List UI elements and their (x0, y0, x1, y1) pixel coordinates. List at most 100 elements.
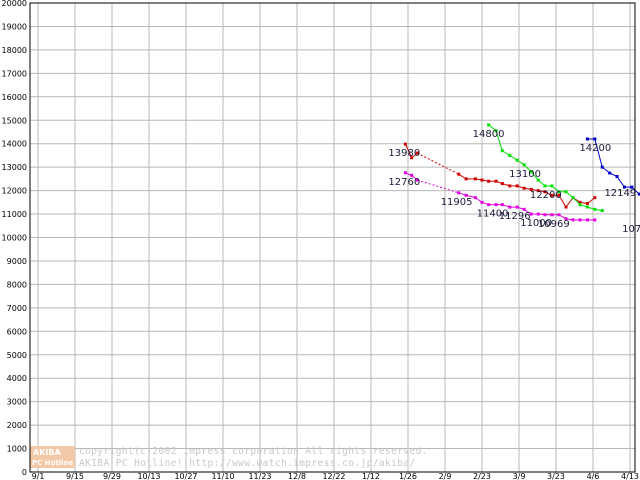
series-1-point (480, 200, 484, 204)
x-tick-label: 3/9 (513, 472, 526, 480)
series-1-point (543, 213, 547, 217)
y-tick-label: 3000 (7, 398, 27, 407)
series-3-point (630, 185, 634, 189)
series-0-point (500, 182, 504, 186)
y-tick-label: 16000 (2, 93, 27, 102)
series-2-segment (495, 130, 503, 151)
series-3-segment (616, 176, 625, 188)
series-3-point (585, 137, 589, 141)
y-axis-ticks: 0 1000 2000 3000 4000 5000 6000 7000 8000 9000 100… (2, 0, 27, 477)
series-3-point (593, 137, 597, 141)
series-2-point (522, 163, 526, 167)
series-2-point (487, 123, 491, 127)
x-axis-ticks: 9/1 9/15 9/29 10/13 10/27 11/10 11/23 12/8 12/22… (32, 472, 639, 480)
series-3-point (622, 185, 626, 189)
series-1-point (473, 196, 477, 200)
y-tick-label: 7000 (7, 304, 27, 313)
data-label: 12200 (530, 190, 562, 201)
x-tick-label: 12/8 (288, 472, 306, 480)
x-tick-label: 9/29 (103, 472, 121, 480)
series-1-point (529, 212, 533, 216)
y-tick-label: 13000 (2, 163, 27, 172)
series-0-point (550, 193, 554, 197)
x-tick-label: 11/23 (248, 472, 271, 480)
x-tick-label: 3/23 (547, 472, 565, 480)
series-3-point (600, 165, 604, 169)
grid-lines (30, 2, 635, 473)
plot-frame (29, 2, 636, 473)
x-tick-label: 12/22 (322, 472, 345, 480)
series-1-point (464, 193, 468, 197)
series-0-point (593, 196, 597, 200)
series-lines (403, 123, 640, 222)
series-1-point (508, 205, 512, 209)
series-2-point (508, 153, 512, 157)
data-label: 11905 (441, 197, 473, 208)
y-tick-label: 12000 (2, 187, 27, 196)
data-label: 11000 (520, 218, 552, 229)
series-1-point (550, 213, 554, 217)
series-0-segment (565, 197, 574, 208)
x-tick-label: 10/27 (174, 472, 197, 480)
series-2-point (571, 196, 575, 200)
series-2-point (585, 205, 589, 209)
series-1-segment (417, 179, 459, 194)
series-0-point (578, 200, 582, 204)
data-label: 11400 (477, 209, 509, 220)
series-0-point (403, 142, 407, 146)
series-2-point (600, 209, 604, 213)
y-tick-label: 8000 (7, 280, 27, 289)
series-0-point (464, 177, 468, 181)
series-2-point (550, 184, 554, 188)
series-2-point (578, 203, 582, 207)
x-tick-label: 4/6 (587, 472, 600, 480)
series-2-point (543, 184, 547, 188)
x-tick-label: 2/23 (473, 472, 491, 480)
x-tick-label: 9/1 (32, 472, 45, 480)
y-tick-label: 15000 (2, 116, 27, 125)
y-tick-label: 18000 (2, 46, 27, 55)
x-tick-label: 2/9 (439, 472, 452, 480)
series-2-point (557, 190, 561, 194)
series-0-point (522, 186, 526, 190)
data-label: 11296 (499, 211, 531, 222)
series-0-point (529, 187, 533, 191)
data-label: 12149 (604, 188, 636, 199)
x-tick-label: 9/15 (66, 472, 84, 480)
y-tick-label: 0 (22, 468, 27, 477)
series-0-point (473, 177, 477, 181)
series-1-point (410, 173, 414, 177)
series-0-point (508, 184, 512, 188)
y-tick-label: 10000 (2, 234, 27, 243)
watermark: AKIBA PC Hotline copyright(c)2002 impres… (30, 446, 428, 469)
copyright-text: copyright(c)2002 impress corporation All… (79, 446, 428, 457)
series-2-point (593, 207, 597, 211)
series-1-point (457, 191, 461, 195)
series-2-point (515, 158, 519, 162)
y-tick-label: 5000 (7, 351, 27, 360)
data-label: 13980 (388, 148, 420, 159)
series-0-point (543, 190, 547, 194)
series-1-point (415, 178, 419, 182)
series-1-point (536, 212, 540, 216)
series-1-point (571, 218, 575, 222)
data-label: 10750 (622, 224, 640, 235)
akiba-logo (30, 446, 75, 468)
y-tick-label: 14000 (2, 140, 27, 149)
y-tick-label: 9000 (7, 257, 27, 266)
series-1-segment (465, 194, 476, 199)
series-1-point (487, 203, 491, 207)
series-0-point (585, 201, 589, 205)
series-1-point (585, 218, 589, 222)
x-tick-label: 1/12 (362, 472, 380, 480)
series-0-point (557, 193, 561, 197)
y-tick-label: 17000 (2, 69, 27, 78)
series-0-point (536, 189, 540, 193)
series-1-point (564, 217, 568, 221)
data-label: 12760 (388, 177, 420, 188)
y-tick-label: 6000 (7, 327, 27, 336)
series-3-point (615, 175, 619, 179)
series-1-point (500, 203, 504, 207)
series-0-point (410, 156, 414, 160)
series-3-segment (594, 138, 603, 168)
